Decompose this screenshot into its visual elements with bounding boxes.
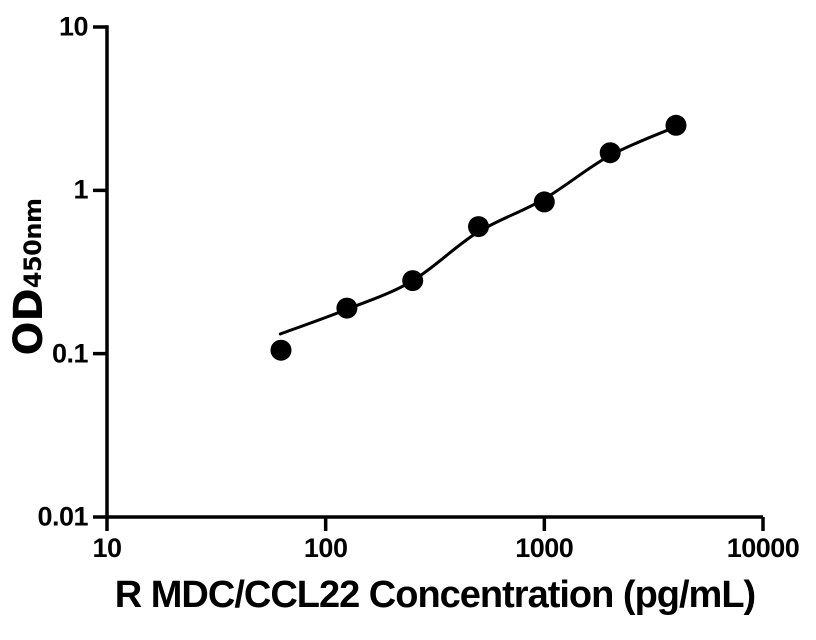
data-point	[599, 142, 621, 164]
data-point	[336, 297, 358, 319]
x-axis-ticks	[105, 517, 765, 531]
data-point	[468, 216, 489, 238]
x-tick-label: 10000	[726, 533, 800, 563]
x-tick-label: 100	[303, 533, 348, 563]
data-point	[402, 270, 424, 292]
y-axis-ticks	[93, 25, 107, 519]
data-point	[533, 191, 555, 213]
y-tick-label: 10	[58, 11, 89, 42]
x-tick-label: 1000	[515, 533, 574, 563]
data-point	[665, 114, 687, 136]
y-tick-label: 1	[73, 174, 88, 205]
axis-spines	[105, 25, 763, 519]
y-tick-label: 0.01	[37, 501, 88, 532]
y-axis-label-main: OD	[6, 288, 52, 356]
y-tick-label: 0.1	[51, 338, 89, 369]
x-tick-label: 10	[92, 533, 122, 563]
x-axis-title: R MDC/CCL22 Concentration (pg/mL)	[114, 574, 756, 616]
y-axis-label: OD450nm	[6, 198, 52, 356]
data-point	[270, 339, 292, 361]
y-axis-label-subscript: 450nm	[18, 198, 47, 289]
